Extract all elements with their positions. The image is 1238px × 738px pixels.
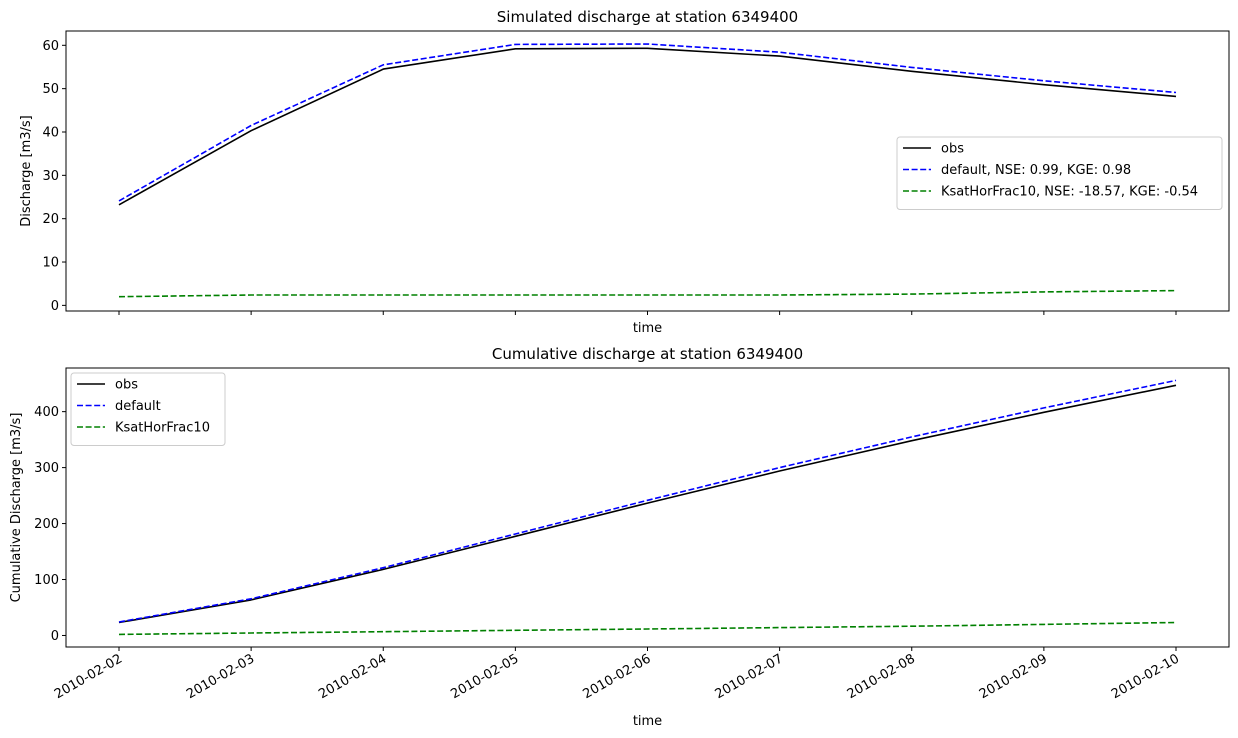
x-tick-label: 2010-02-04 [316,651,389,702]
y-tick-label: 0 [51,629,59,644]
legend-entry: KsatHorFrac10 [115,421,210,436]
y-tick-label: 40 [42,125,59,140]
chart-title: Simulated discharge at station 6349400 [497,8,798,26]
legend-entry: KsatHorFrac10, NSE: -18.57, KGE: -0.54 [941,185,1198,200]
y-tick-label: 300 [34,461,59,476]
x-tick-label: 2010-02-06 [581,651,654,702]
legend-entry: default [115,399,161,414]
legend-entry: obs [115,378,138,393]
y-tick-label: 30 [42,169,59,184]
series-line [118,289,1177,298]
legend-entry: obs [941,142,964,157]
cumulative-discharge-panel: Cumulative discharge at station 6349400 0… [9,345,1230,729]
y-tick-label: 50 [42,82,59,97]
series-line [118,379,1177,623]
legend: obs default, NSE: 0.99, KGE: 0.98 KsatHorF… [896,136,1223,210]
x-tick-label: 2010-02-07 [713,651,786,702]
y-tick-label: 60 [42,39,59,54]
x-tick-label: 2010-02-02 [52,651,125,702]
y-axis-label: Cumulative Discharge [m3/s] [9,413,24,603]
legend-box [70,372,226,446]
y-tick-label: 0 [51,299,59,314]
x-axis-label: time [633,321,662,336]
axes-frame [65,30,1230,312]
series-line [118,384,1177,624]
y-axis-label: Discharge [m3/s] [19,115,34,226]
x-tick-label: 2010-02-10 [1109,651,1182,702]
y-tick-label: 200 [34,517,59,532]
y-tick-label: 20 [42,212,59,227]
y-tick-label: 100 [34,573,59,588]
series-line [118,47,1177,206]
legend: obs default KsatHorFrac10 [70,372,226,446]
legend-box [896,136,1223,210]
x-axis-label: time [633,714,662,729]
legend-entry: default, NSE: 0.99, KGE: 0.98 [941,163,1131,178]
x-tick-label: 2010-02-09 [977,651,1050,702]
series-line [118,43,1177,202]
axes-frame [65,367,1230,648]
x-tick-label: 2010-02-08 [845,651,918,702]
chart-title: Cumulative discharge at station 6349400 [492,345,803,363]
y-tick-label: 10 [42,256,59,271]
y-tick-label: 400 [34,405,59,420]
x-tick-label: 2010-02-05 [448,651,521,702]
discharge-panel: Simulated discharge at station 6349400 0 1… [19,8,1230,336]
series-line [118,621,1177,636]
x-tick-label: 2010-02-03 [184,651,257,702]
